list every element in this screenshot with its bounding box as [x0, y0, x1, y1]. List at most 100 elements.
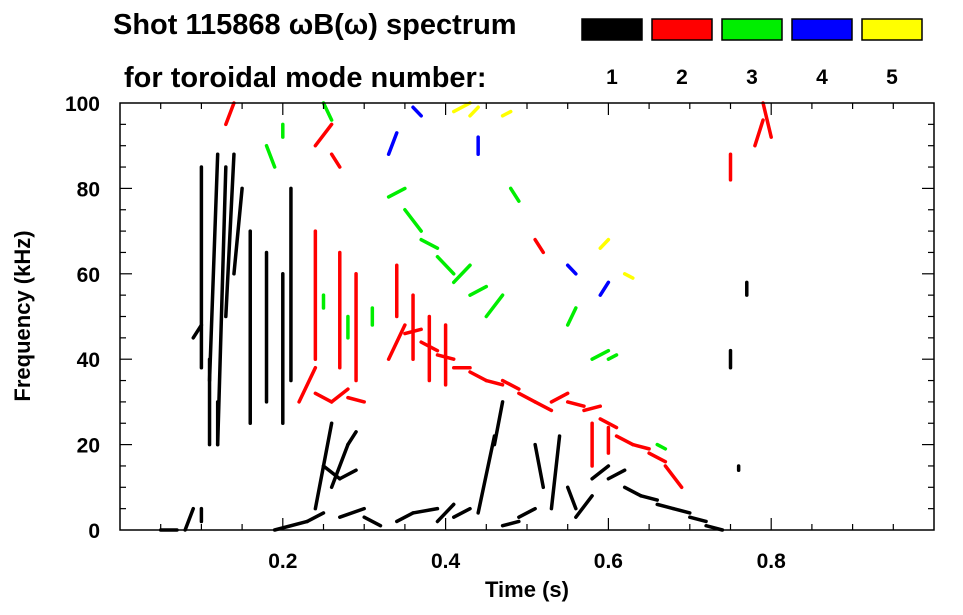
mode-3-segment: [565, 306, 578, 327]
mode-2-segment: [517, 391, 537, 404]
legend-label-1: 1: [606, 66, 618, 89]
mode-1-segment: [500, 519, 521, 528]
x-tick-label: 0.8: [757, 550, 787, 573]
mode-1-segment: [565, 485, 578, 511]
mode-2-segment: [598, 417, 619, 430]
mode-2-segment: [647, 451, 668, 464]
chart-title-line1: Shot 115868 ωB(ω) spectrum: [113, 9, 517, 41]
mode-2-segment: [386, 323, 407, 361]
mode-3-segment: [435, 254, 456, 276]
mode-2-segment: [224, 101, 236, 127]
mode-1-segment: [207, 152, 220, 383]
mode-1-segment: [395, 511, 415, 524]
mode-1-segment: [533, 442, 546, 490]
mode-2-segment: [565, 400, 586, 408]
series-mode-5: [451, 101, 635, 280]
mode-2-segment: [753, 118, 765, 148]
mode-4-segment: [565, 263, 578, 276]
mode-3-segment: [606, 353, 619, 361]
mode-2-segment: [329, 387, 350, 404]
mode-1-segment: [574, 494, 594, 519]
y-tick-label: 80: [77, 178, 100, 201]
mode-5-segment: [451, 101, 472, 114]
mode-5-segment: [468, 105, 480, 118]
mode-3-segment: [386, 186, 407, 199]
series-mode-4: [386, 105, 611, 297]
y-tick-label: 60: [77, 264, 100, 287]
legend-swatch-2: [651, 18, 713, 41]
legend-swatch-1: [581, 18, 643, 41]
mode-1-segment: [671, 506, 692, 515]
mode-5-segment: [598, 237, 611, 250]
mode-4-segment: [598, 280, 611, 297]
mode-5-segment: [500, 109, 513, 118]
mode-1-segment: [517, 506, 537, 519]
y-tick-label: 0: [88, 520, 100, 543]
mode-2-segment: [313, 122, 334, 148]
mode-2-segment: [761, 101, 773, 139]
mode-2-segment: [533, 237, 546, 255]
mode-1-segment: [215, 165, 228, 447]
mode-2-segment: [313, 391, 334, 404]
mode-1-segment: [346, 430, 358, 447]
plot-frame: [119, 102, 935, 531]
series-mode-1: [158, 152, 749, 532]
mode-3-segment: [419, 237, 440, 250]
mode-1-segment: [232, 186, 244, 276]
mode-1-segment: [622, 485, 643, 498]
mode-3-segment: [655, 442, 668, 451]
mode-1-segment: [183, 506, 196, 532]
mode-4-segment: [411, 105, 423, 118]
mode-1-segment: [362, 515, 383, 528]
mode-1-segment: [590, 464, 611, 481]
mode-1-segment: [305, 511, 326, 524]
mode-2-segment: [614, 434, 635, 447]
mode-2-segment: [631, 442, 651, 451]
y-tick-label: 20: [77, 435, 100, 458]
legend-swatch-4: [791, 18, 853, 41]
legend-swatch-3: [721, 18, 783, 41]
mode-2-segment: [582, 404, 603, 413]
x-tick-label: 0.2: [268, 550, 297, 573]
mode-1-segment: [338, 506, 366, 519]
x-axis-label: Time (s): [485, 577, 569, 602]
legend-label-4: 4: [816, 66, 828, 89]
mode-1-segment: [338, 468, 358, 481]
mode-1-segment: [549, 434, 562, 511]
mode-number-legend: 1 2 3 4 5: [581, 18, 923, 89]
y-tick-label: 40: [77, 349, 100, 372]
mode-2-segment: [663, 464, 684, 490]
mode-2-segment: [297, 365, 318, 404]
x-axis: 0.2 0.4 0.6 0.8: [160, 103, 894, 573]
spectrum-data: [158, 101, 773, 532]
legend-swatch-5: [861, 18, 923, 41]
mode-3-segment: [468, 284, 489, 297]
mode-2-segment: [533, 400, 554, 413]
mode-1-segment: [655, 502, 676, 511]
mode-2-segment: [468, 370, 489, 383]
mode-3-segment: [508, 186, 521, 203]
series-mode-3: [264, 101, 668, 451]
mode-3-segment: [590, 348, 611, 361]
y-axis: 0 20 40 60 80 100: [65, 93, 934, 543]
mode-4-segment: [386, 131, 399, 156]
mode-3-segment: [321, 101, 334, 122]
mode-1-segment: [329, 442, 350, 490]
mode-1-segment: [272, 519, 309, 532]
legend-label-2: 2: [676, 66, 688, 89]
legend-label-5: 5: [886, 66, 898, 89]
x-tick-label: 0.6: [594, 550, 623, 573]
mode-2-segment: [329, 152, 342, 169]
y-axis-label: Frequency (kHz): [10, 230, 35, 401]
mode-2-segment: [484, 378, 505, 387]
mode-3-segment: [484, 293, 505, 319]
series-mode-2: [224, 101, 773, 490]
mode-2-segment: [346, 395, 366, 404]
mode-3-segment: [403, 208, 423, 233]
mode-1-segment: [435, 502, 456, 524]
mode-1-segment: [411, 506, 440, 515]
mode-2-segment: [549, 391, 570, 404]
mode-1-segment: [224, 152, 236, 319]
mode-3-segment: [264, 143, 277, 169]
